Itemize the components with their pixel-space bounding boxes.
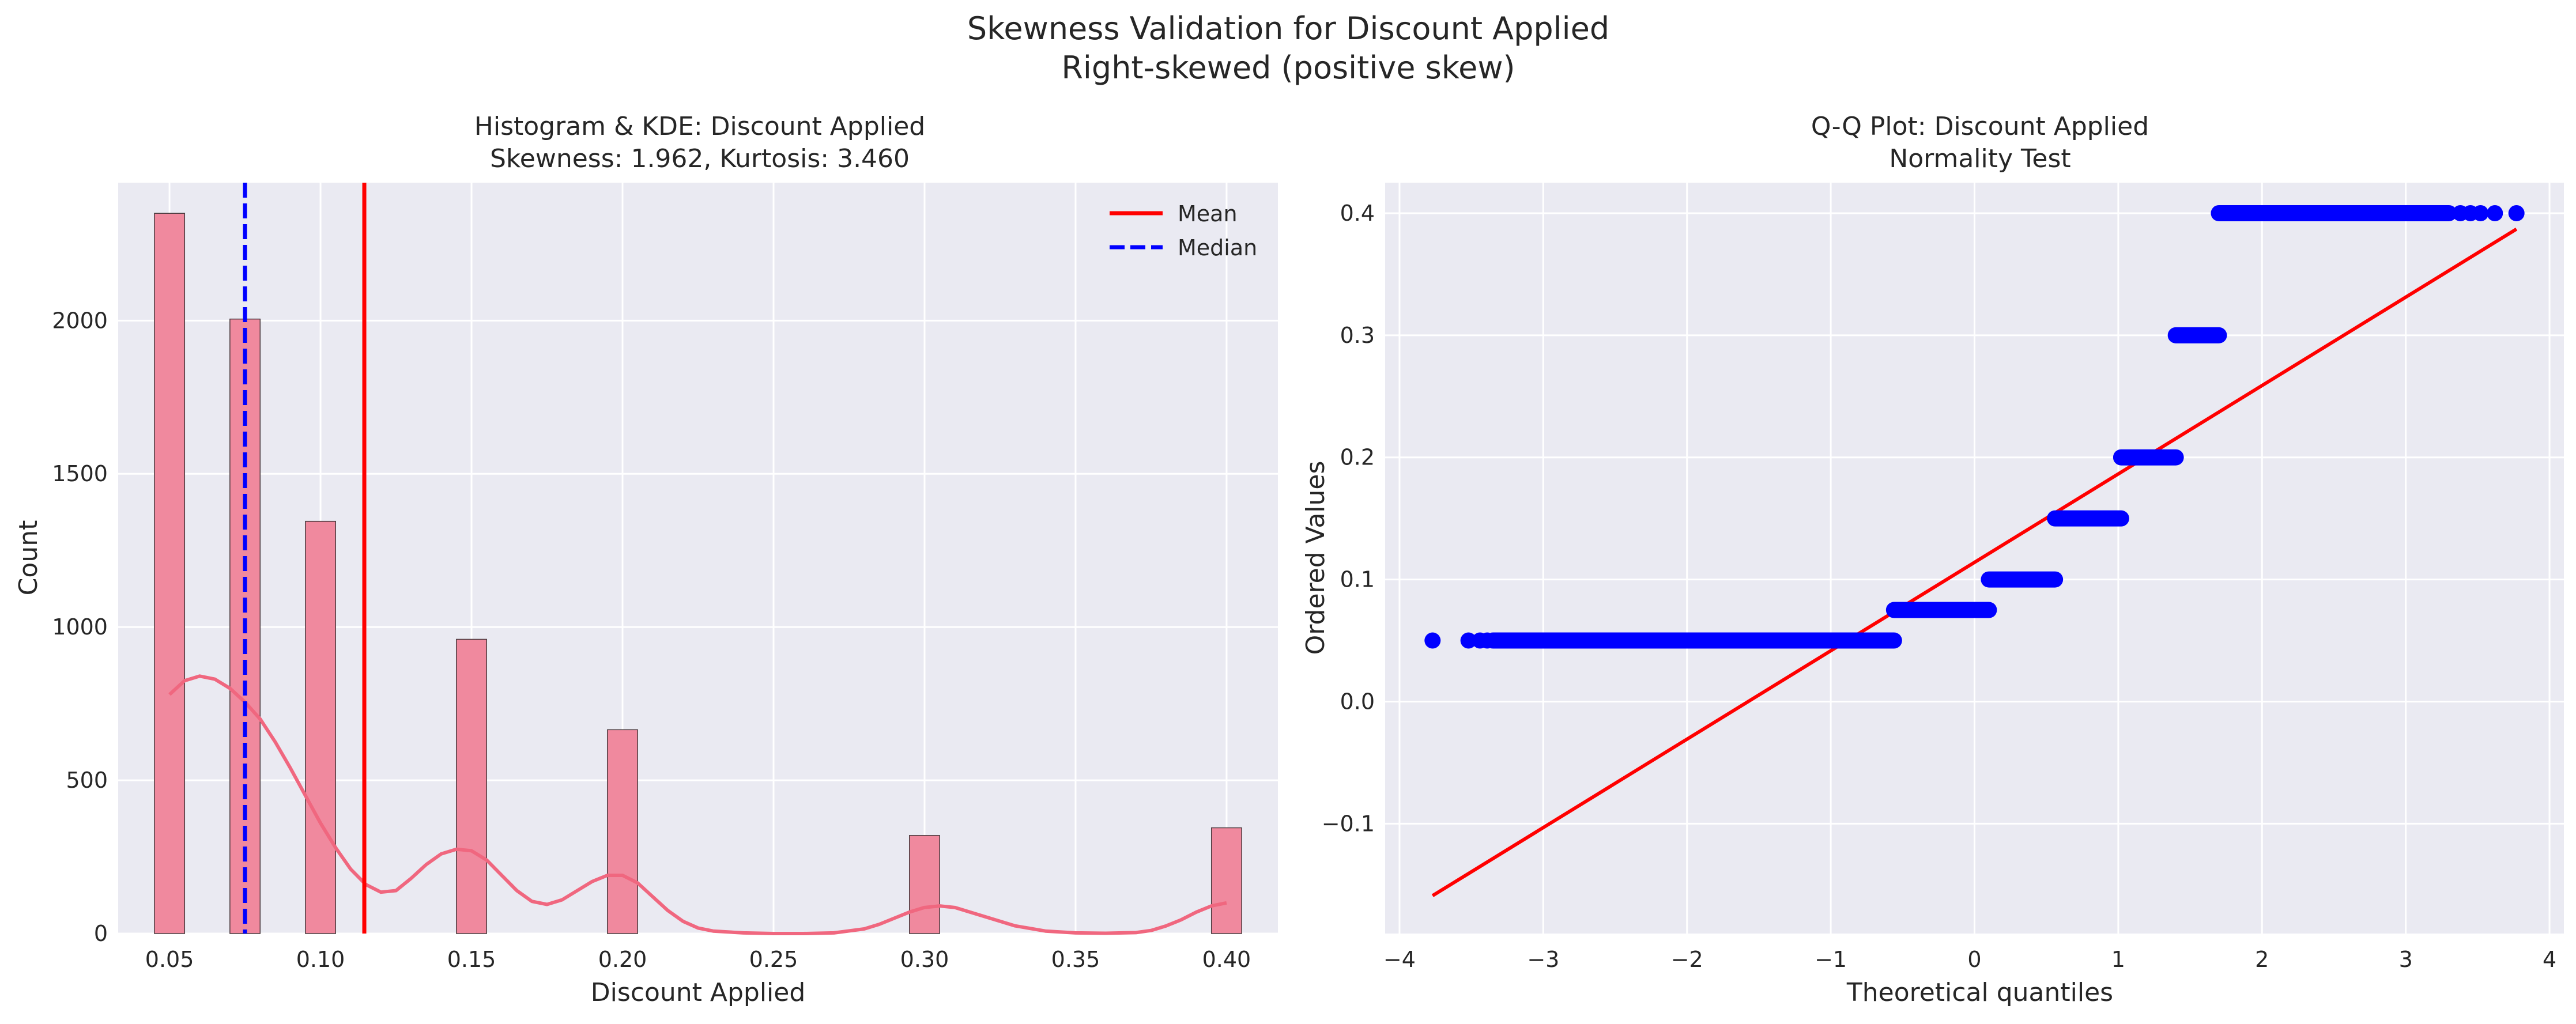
qq-point: [2472, 205, 2489, 221]
qq-y-tick-label: 0.0: [1340, 689, 1375, 714]
histogram-x-tick-label: 0.25: [749, 947, 798, 972]
histogram-y-tick-label: 2000: [52, 308, 108, 333]
qq-y-tick-label: 0.3: [1340, 323, 1375, 348]
qq-gridlines: [1385, 183, 2564, 934]
qq-title-line1: Q-Q Plot: Discount Applied: [1811, 112, 2149, 141]
qq-x-tick-label: −4: [1383, 947, 1416, 972]
suptitle-line2: Right-skewed (positive skew): [1061, 50, 1515, 86]
qq-point: [2487, 205, 2503, 221]
histogram-x-tick-label: 0.05: [145, 947, 194, 972]
qq-x-tick-label: 1: [2111, 947, 2125, 972]
qq-y-tick-label: 0.1: [1340, 567, 1375, 592]
qq-y-ticks: −0.1 0.0 0.1 0.2 0.3 0.4: [1322, 201, 1375, 836]
qq-point: [1460, 632, 1477, 649]
histogram-x-tick-label: 0.20: [598, 947, 647, 972]
histogram-bar: [154, 213, 186, 934]
qq-x-tick-label: 3: [2399, 947, 2413, 972]
suptitle-line1: Skewness Validation for Discount Applied: [967, 10, 1609, 47]
legend-mean-label: Mean: [1178, 201, 1238, 226]
histogram-title-line1: Histogram & KDE: Discount Applied: [474, 112, 925, 141]
histogram-x-tick-label: 0.10: [296, 947, 345, 972]
histogram-x-axis-label: Discount Applied: [591, 978, 806, 1007]
kde-curve-group: [168, 674, 1227, 935]
qq-x-tick-label: 4: [2543, 947, 2556, 972]
qq-x-tick-label: −1: [1815, 947, 1847, 972]
histogram-x-tick-label: 0.30: [900, 947, 949, 972]
histogram-y-tick-label: 500: [66, 768, 108, 793]
qq-points-group: [1424, 205, 2525, 649]
reference-lines: [243, 183, 367, 934]
qq-x-ticks: −4 −3 −2 −1 0 1 2 3 4: [1383, 947, 2556, 972]
histogram-x-ticks: 0.05 0.10 0.15 0.20 0.25 0.30 0.35 0.40: [145, 947, 1251, 972]
histogram-plot-background: [118, 183, 1278, 934]
qq-fit-line-group: [1431, 227, 2518, 897]
histogram-y-axis-label: Count: [14, 520, 43, 596]
qq-plot-axes: Q-Q Plot: Discount Applied Normality Tes…: [1301, 112, 2564, 1007]
qq-title-line2: Normality Test: [1889, 144, 2070, 173]
histogram-legend: Mean Median: [1110, 201, 1257, 260]
histogram-y-tick-label: 1000: [52, 614, 108, 640]
qq-x-tick-label: −2: [1671, 947, 1703, 972]
histogram-y-tick-label: 1500: [52, 461, 108, 486]
histogram-axes: Histogram & KDE: Discount Applied Skewne…: [14, 112, 1278, 1007]
histogram-bar: [456, 638, 487, 934]
qq-x-axis-label: Theoretical quantiles: [1846, 978, 2113, 1007]
kde-curve: [168, 674, 1227, 935]
qq-x-tick-label: 2: [2255, 947, 2269, 972]
histogram-x-tick-label: 0.15: [447, 947, 496, 972]
qq-y-tick-label: −0.1: [1322, 811, 1375, 836]
qq-point: [1479, 632, 1496, 649]
qq-point: [2508, 205, 2525, 221]
histogram-x-tick-label: 0.40: [1202, 947, 1251, 972]
histogram-x-tick-label: 0.35: [1051, 947, 1100, 972]
histogram-bar: [305, 520, 337, 934]
histogram-y-ticks: 0 500 1000 1500 2000: [52, 308, 108, 946]
qq-point: [1424, 632, 1441, 649]
legend-median-label: Median: [1178, 235, 1257, 260]
histogram-bar: [607, 729, 638, 934]
histogram-bar: [909, 835, 940, 934]
histogram-y-tick-label: 0: [94, 921, 108, 946]
qq-y-axis-label: Ordered Values: [1301, 461, 1330, 655]
qq-fit-line: [1431, 227, 2518, 897]
histogram-title-line2: Skewness: 1.962, Kurtosis: 3.460: [490, 144, 910, 173]
qq-x-tick-label: 0: [1967, 947, 1981, 972]
qq-y-tick-label: 0.4: [1340, 201, 1375, 226]
qq-y-tick-label: 0.2: [1340, 445, 1375, 470]
histogram-bar: [1210, 827, 1242, 934]
qq-x-tick-label: −3: [1527, 947, 1559, 972]
